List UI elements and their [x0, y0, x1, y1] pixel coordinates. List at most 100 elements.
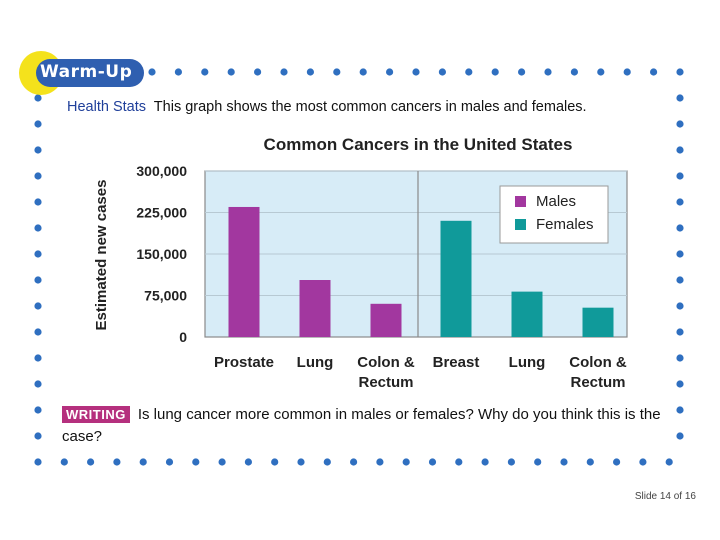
border-dot — [34, 172, 42, 180]
border-dot — [254, 68, 262, 76]
writing-prompt: WRITING Is lung cancer more common in mal… — [62, 404, 662, 448]
border-dot — [438, 68, 446, 76]
border-dot — [544, 68, 552, 76]
border-dot — [174, 68, 182, 76]
border-dot — [34, 198, 42, 206]
writing-tag: WRITING — [62, 406, 130, 423]
border-dot — [34, 302, 42, 310]
border-dot — [676, 380, 684, 388]
legend — [499, 185, 609, 244]
border-dot — [323, 458, 331, 466]
border-dot — [34, 94, 42, 102]
intro-text: Health Stats This graph shows the most c… — [67, 96, 587, 118]
border-dot — [507, 458, 515, 466]
border-dot — [201, 68, 209, 76]
border-dot — [34, 380, 42, 388]
border-dot — [34, 328, 42, 336]
border-dot — [676, 354, 684, 362]
border-dot — [676, 432, 684, 440]
border-dot — [676, 302, 684, 310]
border-dot — [481, 458, 489, 466]
writing-question: Is lung cancer more common in males or f… — [62, 406, 661, 445]
border-dot — [386, 68, 394, 76]
border-dot — [148, 68, 156, 76]
border-dot — [676, 276, 684, 284]
border-dot — [586, 458, 594, 466]
border-dot — [227, 68, 235, 76]
border-dot — [676, 198, 684, 206]
x-category-label: Lung — [509, 354, 546, 371]
border-dot — [639, 458, 647, 466]
border-dot — [623, 68, 631, 76]
bar-males-1 — [299, 280, 331, 337]
border-dot — [34, 250, 42, 258]
slide-number: Slide 14 of 16 — [634, 491, 696, 502]
border-dot — [87, 458, 95, 466]
legend-label-males: Males — [536, 193, 576, 210]
border-dot — [359, 68, 367, 76]
border-dot — [297, 458, 305, 466]
warm-up-badge — [19, 51, 144, 95]
border-dot — [350, 458, 358, 466]
bar-females-4 — [511, 291, 543, 337]
border-dot — [676, 68, 684, 76]
y-tick-label: 150,000 — [136, 246, 187, 262]
border-dot — [491, 68, 499, 76]
border-dot — [676, 94, 684, 102]
border-dot — [597, 68, 605, 76]
x-category-label: Colon & — [569, 354, 627, 371]
x-category-label: Colon & — [357, 354, 415, 371]
border-dot — [280, 68, 288, 76]
y-tick-label: 0 — [179, 329, 187, 345]
bar-males-2 — [370, 303, 402, 337]
border-dot — [613, 458, 621, 466]
border-dot — [428, 458, 437, 466]
border-dot — [676, 172, 684, 180]
border-dot — [412, 68, 420, 76]
x-category-label: Lung — [297, 354, 334, 371]
y-axis-label: Estimated new cases — [93, 180, 110, 331]
border-dot — [676, 146, 684, 154]
border-dot — [333, 68, 341, 76]
border-dot — [271, 458, 279, 466]
border-dot — [34, 458, 42, 466]
y-tick-label: 300,000 — [136, 163, 187, 179]
border-dot — [376, 458, 384, 466]
border-dot — [465, 68, 473, 76]
border-dot — [402, 458, 410, 466]
border-dot — [676, 406, 684, 414]
border-dot — [676, 328, 684, 336]
border-dot — [665, 458, 673, 466]
x-category-label: Rectum — [570, 374, 625, 391]
border-dot — [676, 250, 684, 258]
border-dot — [534, 458, 542, 466]
border-dot — [560, 458, 568, 466]
x-category-label: Rectum — [358, 374, 413, 391]
legend-label-females: Females — [536, 216, 594, 233]
border-dot — [34, 354, 42, 362]
border-dot — [650, 68, 658, 76]
border-dot — [244, 458, 252, 466]
chart-title: Common Cancers in the United States — [264, 135, 573, 154]
border-dot — [676, 120, 684, 128]
border-dot — [570, 68, 579, 76]
border-dot — [518, 68, 526, 76]
legend-swatch-females — [515, 219, 526, 230]
border-dot — [34, 224, 42, 232]
border-dot — [192, 458, 200, 466]
x-category-label: Prostate — [214, 354, 274, 371]
bar-females-3 — [440, 220, 472, 337]
border-dot — [455, 458, 463, 466]
border-dot — [34, 432, 42, 440]
border-dot — [34, 120, 42, 128]
border-dot — [218, 458, 226, 466]
intro-body: This graph shows the most common cancers… — [153, 99, 587, 115]
border-dot — [34, 406, 42, 414]
x-category-label: Breast — [433, 354, 480, 371]
bar-males-0 — [228, 206, 260, 337]
border-dot — [165, 458, 174, 466]
y-tick-label: 225,000 — [136, 205, 187, 221]
y-tick-label: 75,000 — [144, 288, 187, 304]
